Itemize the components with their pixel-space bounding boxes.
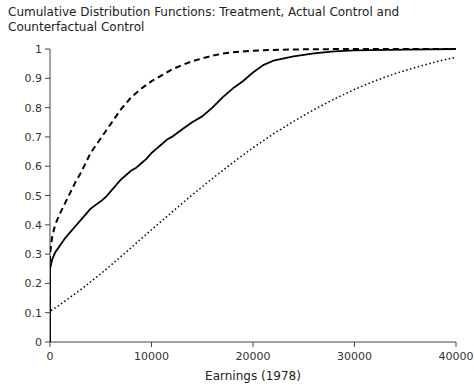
chart: Cumulative Distribution Functions: Treat…: [0, 0, 474, 392]
y-tick: [45, 224, 50, 225]
x-tick: [354, 342, 355, 347]
y-tick: [45, 166, 50, 167]
x-tick: [50, 342, 51, 347]
y-tick-label: 1: [35, 43, 42, 56]
x-axis-label: Earnings (1978): [205, 369, 301, 383]
axes: 0 10000 20000 30000 40000 0 0.1 0.2 0.3 0.4 0.5 0.6…: [25, 43, 474, 363]
y-tick-label: 0: [35, 336, 42, 349]
x-tick: [253, 342, 254, 347]
title-line: Counterfactual Control: [8, 20, 144, 34]
y-tick-label: 0.7: [25, 131, 43, 144]
y-tick: [45, 49, 50, 50]
series-line: [50, 49, 456, 342]
y-tick: [45, 283, 50, 284]
y-tick-label: 0.1: [25, 307, 43, 320]
y-tick: [45, 136, 50, 137]
y-tick: [45, 312, 50, 313]
y-tick: [45, 342, 50, 343]
y-tick-label: 0.8: [25, 102, 43, 115]
y-tick-label: 0.3: [25, 248, 43, 261]
title: Cumulative Distribution Functions: Treat…: [8, 5, 399, 34]
x-tick: [456, 342, 457, 347]
lines: [50, 49, 456, 342]
y-tick-label: 0.5: [25, 190, 43, 203]
y-tick-label: 0.9: [25, 72, 43, 85]
y-tick-label: 0.4: [25, 219, 43, 232]
x-tick-label: 30000: [337, 350, 372, 363]
y-tick: [45, 78, 50, 79]
y-tick: [45, 107, 50, 108]
x-tick-label: 20000: [236, 350, 271, 363]
y-tick-label: 0.6: [25, 160, 43, 173]
x-tick-label: 0: [47, 350, 54, 363]
y-tick: [45, 195, 50, 196]
y-tick-label: 0.2: [25, 277, 43, 290]
series-line: [50, 49, 456, 342]
title-line: Cumulative Distribution Functions: Treat…: [8, 5, 399, 19]
series-line: [50, 57, 456, 342]
x-tick: [151, 342, 152, 347]
x-tick-label: 10000: [134, 350, 169, 363]
x-tick-label: 40000: [439, 350, 474, 363]
y-tick: [45, 254, 50, 255]
